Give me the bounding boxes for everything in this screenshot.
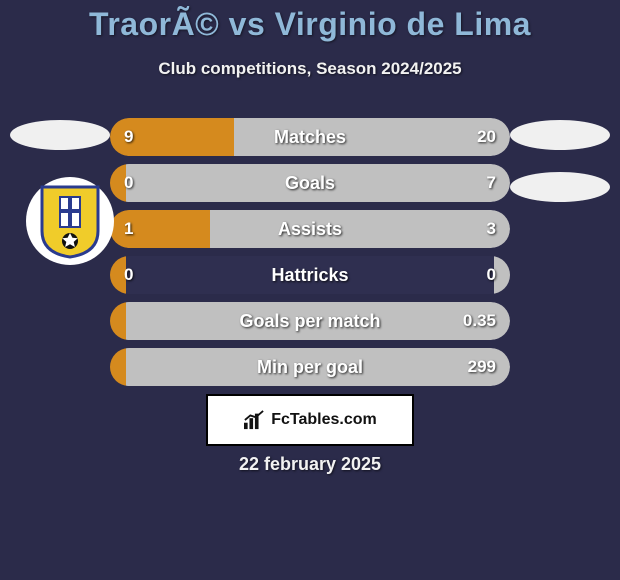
fill-left	[110, 164, 126, 202]
comparison-rows: Matches920 Goals07 Assists13 Hattricks00 Goa…	[110, 118, 510, 394]
fill-right	[234, 118, 510, 156]
fill-left	[110, 210, 210, 248]
stat-track	[110, 210, 510, 248]
fill-left	[110, 118, 234, 156]
track-bg	[110, 256, 510, 294]
crest-icon	[38, 183, 102, 259]
club-crest-left	[26, 177, 114, 265]
brand-icon	[243, 410, 265, 430]
fill-left	[110, 348, 126, 386]
stat-row: Assists13	[110, 210, 510, 248]
stat-track	[110, 302, 510, 340]
stat-row: Matches920	[110, 118, 510, 156]
stat-row: Goals07	[110, 164, 510, 202]
fill-right	[126, 302, 510, 340]
brand-text: FcTables.com	[271, 411, 377, 429]
fill-left	[110, 302, 126, 340]
brand-card: FcTables.com	[206, 394, 414, 446]
stat-track	[110, 164, 510, 202]
stat-track	[110, 348, 510, 386]
fill-right	[210, 210, 510, 248]
stat-row: Hattricks00	[110, 256, 510, 294]
badge-oval	[10, 120, 110, 150]
badge-left	[10, 120, 110, 150]
page-subtitle: Club competitions, Season 2024/2025	[0, 59, 620, 79]
fill-right	[126, 164, 510, 202]
stat-track	[110, 118, 510, 156]
badge-right	[510, 120, 610, 150]
badge-oval	[510, 172, 610, 202]
badge-oval	[510, 120, 610, 150]
stat-track	[110, 256, 510, 294]
stat-row: Goals per match0.35	[110, 302, 510, 340]
badge-right	[510, 172, 610, 202]
footer-date: 22 february 2025	[0, 454, 620, 475]
fill-right	[494, 256, 510, 294]
fill-right	[126, 348, 510, 386]
stat-row: Min per goal299	[110, 348, 510, 386]
page-title: TraorÃ© vs Virginio de Lima	[0, 0, 620, 43]
fill-left	[110, 256, 126, 294]
